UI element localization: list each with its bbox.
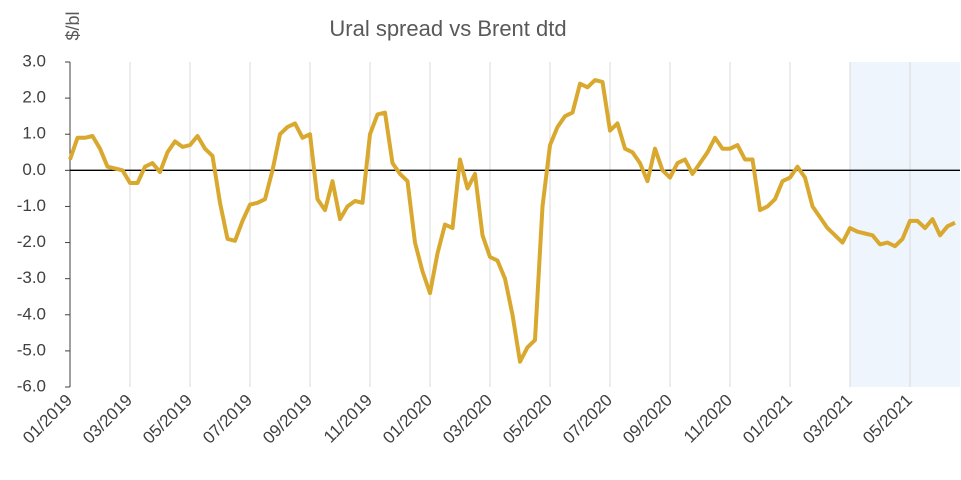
x-tick-label: 05/2019 <box>139 391 196 448</box>
y-axis-label: $/bl <box>63 11 83 40</box>
y-tick-label: 2.0 <box>22 88 46 107</box>
x-tick-label: 07/2019 <box>199 391 256 448</box>
y-tick-label: -6.0 <box>17 376 46 395</box>
x-tick-label: 05/2020 <box>499 391 556 448</box>
x-tick-label: 03/2020 <box>439 391 496 448</box>
x-tick-label: 05/2021 <box>859 391 916 448</box>
y-tick-label: 1.0 <box>22 124 46 143</box>
x-tick-label: 03/2019 <box>79 391 136 448</box>
y-tick-label: -4.0 <box>17 304 46 323</box>
y-tick-label: 0.0 <box>22 160 46 179</box>
x-tick-label: 09/2019 <box>259 391 316 448</box>
forecast-shade <box>850 62 960 387</box>
x-tick-label: 03/2021 <box>799 391 856 448</box>
x-tick-label: 01/2020 <box>379 391 436 448</box>
x-tick-label: 09/2020 <box>619 391 676 448</box>
y-tick-label: -3.0 <box>17 268 46 287</box>
y-tick-label: 3.0 <box>22 51 46 70</box>
x-tick-label: 11/2019 <box>320 391 376 447</box>
chart-title: Ural spread vs Brent dtd <box>329 16 566 41</box>
y-tick-label: -1.0 <box>17 196 46 215</box>
x-tick-label: 01/2021 <box>739 391 796 448</box>
y-tick-label: -5.0 <box>17 340 46 359</box>
y-tick-label: -2.0 <box>17 232 46 251</box>
x-tick-label: 11/2020 <box>680 391 736 447</box>
x-tick-label: 01/2019 <box>19 391 76 448</box>
data-line <box>68 78 956 364</box>
x-tick-label: 07/2020 <box>559 391 616 448</box>
